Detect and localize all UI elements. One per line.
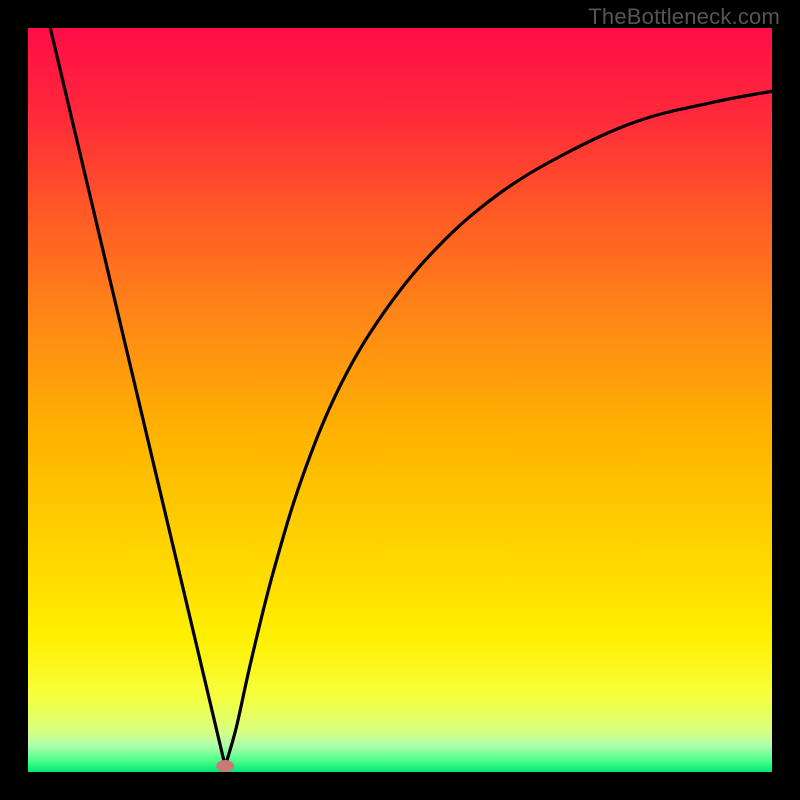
minimum-marker xyxy=(216,760,234,772)
bottleneck-chart xyxy=(0,0,800,800)
watermark-text: TheBottleneck.com xyxy=(588,4,780,30)
